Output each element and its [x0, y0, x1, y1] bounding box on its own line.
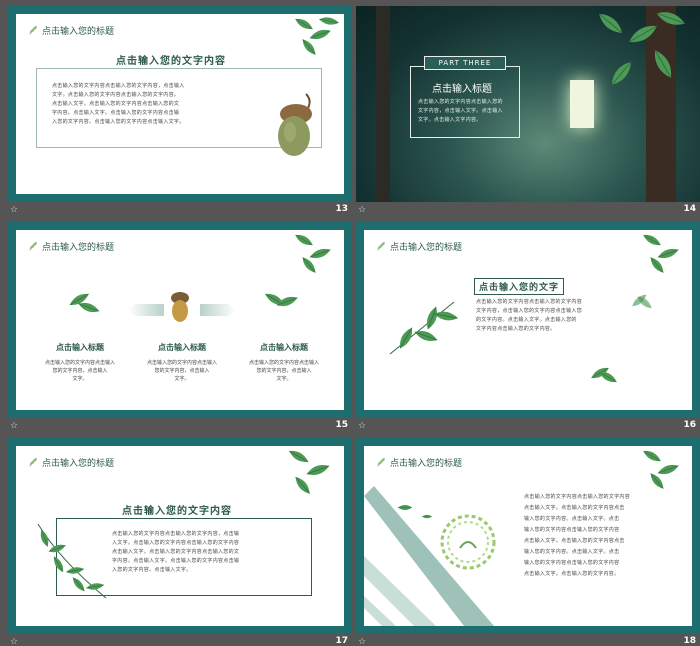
leaf-branch-icon — [37, 523, 107, 599]
leaf-branch-icon — [389, 301, 459, 355]
laurel-wreath-icon — [440, 514, 496, 570]
content-text: 点击输入您的文字内容点击输入您的 文字内容，点击输入文字。点击输入 文字。点击输入文… — [418, 99, 503, 123]
slide-frame: 点击输入您的标题 点击输入标题 点击输入您的文字内容 — [8, 222, 352, 418]
sprig-icon — [28, 25, 38, 35]
slide-meta: ☆ 13 — [8, 202, 352, 218]
slide-meta: ☆ 16 — [356, 418, 700, 434]
star-icon: ☆ — [358, 637, 367, 646]
content-text: 点击输入您的文字内容点击输入您的文字内容，点击输入文字。点击输入您的文字内容点击… — [112, 531, 240, 573]
star-icon: ☆ — [10, 205, 19, 215]
leaf-cluster-icon — [641, 447, 681, 492]
slide-title: 点击输入标题 — [432, 84, 492, 95]
part-label: PART THREE — [424, 56, 506, 70]
slide-canvas: 点击输入您的标题 点击输入您的文字内容点击输入您的文字内容 点击输入文字。点击输入… — [364, 446, 692, 626]
slide-thumbnail-18[interactable]: 点击输入您的标题 点击输入您的文字内容点击输入您的文字内容 点击输入文字。点击输入… — [356, 438, 700, 646]
slide-header: 点击输入您的标题 — [28, 24, 114, 37]
leaf-cluster-icon — [293, 15, 340, 58]
content-text: 点击输入您的文字内容点击输入您的文字内容 点击输入文字。点击输入您的文字内容点击输… — [524, 494, 631, 577]
slide-canvas: 点击输入您的标题 点击输入您的文字内容 点击输入您的文字内容点击输入您的文字内容… — [16, 14, 344, 194]
leaf-cluster-icon — [641, 231, 681, 276]
slide-frame: 点击输入您的标题 点击输入您的文字内容点击输入您的文字内容 点击输入文字。点击输入… — [356, 438, 700, 634]
content-box — [56, 518, 312, 596]
slide-canvas: 点击输入您的标题 点击输入标题 点击输入您的文字内容 — [16, 230, 344, 410]
sprig-icon — [28, 457, 38, 467]
feature-column: 点击输入标题 点击输入您的文字内容点击输入 您的文字内容，点击输入 文字。 — [248, 343, 319, 382]
leaf-icon — [67, 290, 101, 316]
slide-frame: 点击输入您的标题 点击输入您的文字 点击输入您的文字内容点击输入您的文字内容 文字… — [356, 222, 700, 418]
slide-thumbnail-17[interactable]: 点击输入您的标题 点击输入您的文字内容 点击输入您的文字内容点击输入您的文字内容… — [8, 438, 352, 646]
sprig-icon — [28, 241, 38, 251]
leaf-icon — [589, 364, 619, 386]
slide-frame: 点击输入您的标题 点击输入您的文字内容 点击输入您的文字内容点击输入您的文字内容… — [8, 6, 352, 202]
slide-meta: ☆ 14 — [356, 202, 700, 218]
sprig-icon — [376, 457, 386, 467]
slide-meta: ☆ 18 — [356, 634, 700, 646]
glowing-door — [570, 80, 594, 128]
content-text: 点击输入您的文字内容点击输入您的文字内容 文字内容，点击输入您的文字内容点击输入您… — [476, 299, 583, 332]
acorn-icon — [278, 93, 312, 156]
star-icon: ☆ — [10, 421, 19, 431]
star-icon: ☆ — [358, 421, 367, 431]
tree-trunk — [646, 6, 676, 202]
slide-thumbnail-16[interactable]: 点击输入您的标题 点击输入您的文字 点击输入您的文字内容点击输入您的文字内容 文字… — [356, 222, 700, 431]
slide-canvas: 点击输入您的标题 点击输入您的文字内容 点击输入您的文字内容点击输入您的文字内容… — [16, 446, 344, 626]
arrow-icon — [128, 304, 164, 316]
slide-number: 18 — [683, 636, 696, 646]
slide-header: 点击输入您的标题 — [28, 240, 114, 253]
slide-title: 点击输入您的文字内容 — [116, 56, 226, 67]
content-text: 点击输入您的文字内容点击输入您的文字内容，点击输入文字。点击输入您的文字内容点击… — [52, 83, 185, 125]
slide-title: 点击输入您的文字内容 — [122, 506, 232, 517]
slide-number: 14 — [683, 204, 696, 214]
slide-number: 17 — [335, 636, 348, 646]
slide-meta: ☆ 15 — [8, 418, 352, 434]
slide-frame: PART THREE 点击输入标题 点击输入您的文字内容点击输入您的 文字内容，点… — [356, 6, 700, 202]
feature-column: 点击输入标题 点击输入您的文字内容点击输入 您的文字内容，点击输入 文字。 — [44, 343, 115, 382]
slide-meta: ☆ 17 — [8, 634, 352, 646]
slide-frame: 点击输入您的标题 点击输入您的文字内容 点击输入您的文字内容点击输入您的文字内容… — [8, 438, 352, 634]
leaf-cluster-icon — [286, 447, 332, 497]
leaf-icon — [398, 504, 412, 511]
slide-number: 16 — [683, 420, 696, 430]
leaf-cluster-icon — [293, 231, 333, 276]
slide-header: 点击输入您的标题 — [28, 456, 114, 469]
slide-header: 点击输入您的标题 — [376, 240, 462, 253]
slide-header: 点击输入您的标题 — [376, 456, 462, 469]
feature-column: 点击输入标题 点击输入您的文字内容点击输入 您的文字内容，点击输入 文字。 — [146, 343, 217, 382]
star-icon: ☆ — [10, 637, 19, 646]
diagonal-stripes — [364, 486, 494, 626]
slide-canvas: 点击输入您的标题 点击输入您的文字 点击输入您的文字内容点击输入您的文字内容 文字… — [364, 230, 692, 410]
arrow-icon — [200, 304, 236, 316]
tree-trunk — [376, 6, 390, 202]
star-icon: ☆ — [358, 205, 367, 215]
content-box — [36, 68, 322, 148]
sprig-icon — [376, 241, 386, 251]
slide-number: 15 — [335, 420, 348, 430]
leaf-icon — [262, 290, 300, 310]
leaf-icon — [630, 291, 654, 311]
leaf-icon — [422, 514, 432, 519]
slide-number: 13 — [335, 204, 348, 214]
slide-thumbnail-13[interactable]: 点击输入您的标题 点击输入您的文字内容 点击输入您的文字内容点击输入您的文字内容… — [8, 6, 352, 215]
slide-thumbnail-14[interactable]: PART THREE 点击输入标题 点击输入您的文字内容点击输入您的 文字内容，点… — [356, 6, 700, 215]
slide-thumbnail-15[interactable]: 点击输入您的标题 点击输入标题 点击输入您的文字内容 — [8, 222, 352, 431]
leaf-cluster-icon — [595, 7, 688, 89]
slide-title: 点击输入您的文字 — [474, 278, 565, 295]
acorn-icon — [171, 292, 189, 322]
